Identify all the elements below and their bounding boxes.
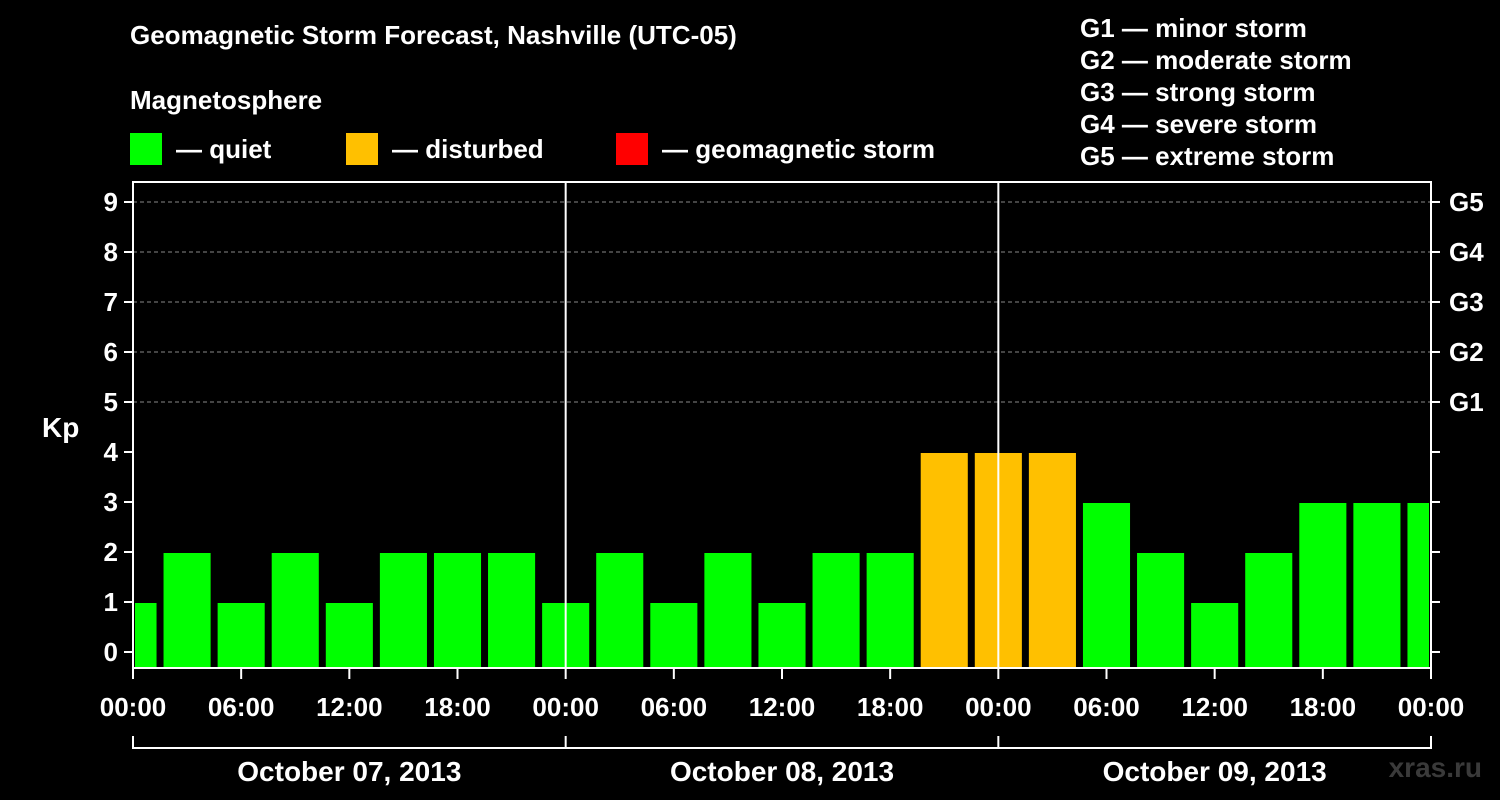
kp-bar — [1353, 503, 1401, 668]
kp-bar — [1082, 503, 1131, 668]
right-tick-label: G4 — [1449, 237, 1484, 267]
legend-item-disturbed: — disturbed — [346, 132, 544, 166]
legend-label-disturbed: — disturbed — [392, 133, 544, 164]
kp-bar — [1028, 453, 1076, 668]
x-tick-label: 06:00 — [641, 692, 708, 722]
day-label: October 07, 2013 — [237, 756, 461, 787]
legend-item-storm: — geomagnetic storm — [616, 132, 935, 166]
kp-bar — [866, 553, 914, 668]
chart-title: Geomagnetic Storm Forecast, Nashville (U… — [130, 20, 737, 50]
kp-bar — [325, 603, 373, 668]
x-tick-label: 00:00 — [532, 692, 599, 722]
kp-bar — [1137, 553, 1185, 668]
x-tick-label: 00:00 — [965, 692, 1032, 722]
magnetosphere-label: Magnetosphere — [130, 85, 323, 115]
y-tick-label: 1 — [104, 587, 118, 617]
y-tick-label: 4 — [104, 437, 119, 467]
y-tick-label: 0 — [104, 637, 118, 667]
legend-label-quiet: — quiet — [176, 133, 272, 164]
y-tick-label: 2 — [104, 537, 118, 567]
watermark: xras.ru — [1388, 752, 1482, 783]
storm-scale-g5: G5 — extreme storm — [1080, 141, 1335, 171]
y-tick-label: 5 — [104, 387, 118, 417]
kp-bar — [812, 553, 860, 668]
kp-bar — [1191, 603, 1239, 668]
kp-bar — [488, 553, 536, 668]
x-tick-label: 12:00 — [1181, 692, 1248, 722]
storm-scale-g1: G1 — minor storm — [1080, 13, 1307, 43]
right-tick-label: G3 — [1449, 287, 1484, 317]
y-tick-label: 6 — [104, 337, 118, 367]
legend-swatch-disturbed — [346, 133, 378, 165]
x-tick-label: 00:00 — [100, 692, 167, 722]
y-axis-label: Kp — [42, 412, 79, 443]
y-tick-label: 9 — [104, 187, 118, 217]
kp-bar — [1299, 503, 1347, 668]
legend-swatch-quiet — [130, 133, 162, 165]
x-tick-label: 18:00 — [857, 692, 924, 722]
kp-bar — [379, 553, 427, 668]
legend-label-storm: — geomagnetic storm — [662, 133, 936, 164]
right-tick-label: G5 — [1449, 187, 1484, 217]
kp-bar — [135, 603, 157, 668]
right-tick-label: G1 — [1449, 387, 1484, 417]
x-tick-label: 12:00 — [316, 692, 383, 722]
x-tick-label: 18:00 — [1290, 692, 1357, 722]
legend-item-quiet: — quiet — [130, 132, 271, 166]
x-tick-label: 06:00 — [1073, 692, 1140, 722]
storm-scale-g4: G4 — severe storm — [1080, 109, 1318, 139]
storm-scale-legend: G1 — minor storm G2 — moderate storm G3 … — [1080, 12, 1352, 172]
day-label: October 09, 2013 — [1103, 756, 1327, 787]
x-tick-label: 00:00 — [1398, 692, 1465, 722]
kp-bar — [596, 553, 644, 668]
kp-bar — [163, 553, 211, 668]
legend-swatch-storm — [616, 133, 648, 165]
kp-bar — [1407, 503, 1429, 668]
kp-bar — [433, 553, 482, 668]
y-tick-label: 8 — [104, 237, 118, 267]
kp-bar — [920, 453, 968, 668]
kp-bar — [650, 603, 698, 668]
x-tick-label: 12:00 — [749, 692, 816, 722]
kp-bar — [217, 603, 265, 668]
x-tick-label: 18:00 — [424, 692, 491, 722]
kp-bar — [1245, 553, 1293, 668]
storm-scale-g2: G2 — moderate storm — [1080, 45, 1352, 75]
storm-scale-g3: G3 — strong storm — [1080, 77, 1316, 107]
kp-bar — [704, 553, 752, 668]
kp-bar — [271, 553, 319, 668]
y-tick-label: 3 — [104, 487, 118, 517]
y-tick-label: 7 — [104, 287, 118, 317]
kp-bar — [758, 603, 806, 668]
plot-frame — [132, 181, 1432, 669]
day-label: October 08, 2013 — [670, 756, 894, 787]
right-tick-label: G2 — [1449, 337, 1484, 367]
x-tick-label: 06:00 — [208, 692, 275, 722]
